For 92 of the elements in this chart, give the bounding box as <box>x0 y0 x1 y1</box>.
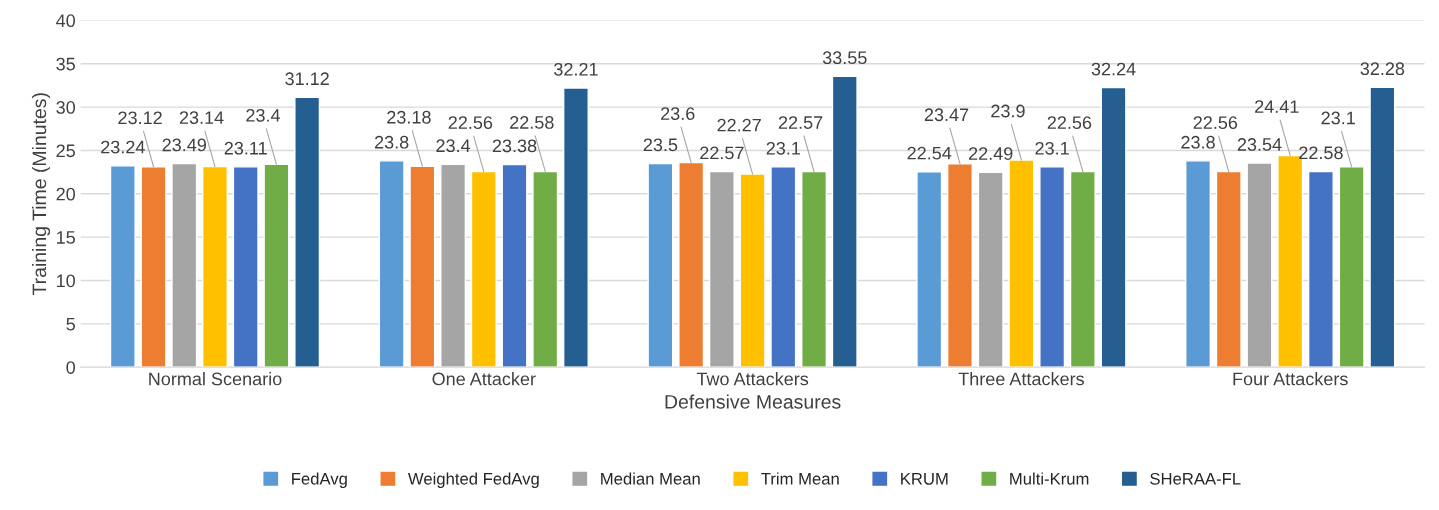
data-label: 22.57 <box>700 146 744 160</box>
data-label: 22.58 <box>510 116 554 129</box>
bar <box>263 163 290 368</box>
bar <box>739 173 766 368</box>
data-label: 23.4 <box>246 108 281 122</box>
bar <box>1100 86 1127 368</box>
bar <box>440 163 467 368</box>
data-label: 23.1 <box>766 141 801 155</box>
legend-label: FedAvg <box>292 472 347 488</box>
legend-label: Median Mean <box>601 472 700 485</box>
x-tick-label: Three Attackers <box>958 372 1084 386</box>
bar <box>801 170 828 368</box>
bar <box>140 166 167 368</box>
y-tick-label: 20 <box>56 187 76 201</box>
data-label: 23.49 <box>162 138 206 152</box>
data-label: 23.1 <box>1035 141 1069 155</box>
bar <box>562 87 589 368</box>
bar <box>977 171 1004 368</box>
x-axis-title: Defensive Measures <box>665 394 841 409</box>
bar <box>831 75 858 368</box>
bar <box>946 163 973 368</box>
data-label: 23.4 <box>436 139 471 153</box>
legend-label: Multi-Krum <box>1010 472 1089 485</box>
data-label: 22.56 <box>448 116 493 130</box>
data-label: 22.27 <box>717 118 761 132</box>
y-tick-label: 30 <box>56 101 76 114</box>
y-tick-label: 0 <box>66 361 76 374</box>
bar <box>501 163 528 368</box>
data-label: 32.21 <box>554 62 598 76</box>
bar <box>1338 166 1365 368</box>
data-label: 22.49 <box>969 147 1013 160</box>
data-label: 23.18 <box>387 110 431 124</box>
bar <box>171 162 198 368</box>
bar <box>109 165 136 368</box>
bar <box>1069 170 1096 368</box>
data-label: 33.55 <box>822 51 867 65</box>
bar <box>1307 170 1334 368</box>
data-label: 24.41 <box>1255 100 1299 113</box>
data-label: 23.14 <box>179 111 224 124</box>
bar <box>1008 159 1035 368</box>
bar <box>532 170 559 368</box>
data-label: 23.1 <box>1321 111 1355 125</box>
bar <box>1246 162 1273 368</box>
bar <box>378 160 405 368</box>
x-tick-label: Four Attackers <box>1233 372 1348 386</box>
y-tick-label: 25 <box>56 144 75 158</box>
data-label: 32.24 <box>1091 62 1136 76</box>
legend-label: Trim Mean <box>761 472 839 485</box>
bar <box>1369 86 1396 368</box>
bar <box>1185 160 1212 368</box>
bar <box>916 171 943 368</box>
bar <box>202 165 228 368</box>
legend-label: Weighted FedAvg <box>407 472 539 488</box>
x-tick-label: Normal Scenario <box>149 372 282 386</box>
data-label: 23.24 <box>101 140 145 154</box>
data-label: 22.56 <box>1047 116 1092 130</box>
bar <box>232 166 259 368</box>
bar <box>409 165 436 368</box>
y-axis-title: Training Time (Minutes) <box>31 93 51 296</box>
bar <box>1039 166 1066 368</box>
data-label: 22.58 <box>1299 146 1343 160</box>
data-label: 23.47 <box>924 108 969 122</box>
data-label: 23.54 <box>1237 138 1282 151</box>
data-label: 23.12 <box>118 111 162 125</box>
bar <box>294 96 321 368</box>
bar <box>770 166 797 368</box>
data-label: 22.54 <box>907 146 952 160</box>
y-tick-label: 15 <box>57 231 75 244</box>
data-label: 23.8 <box>1181 135 1215 149</box>
data-label: 23.8 <box>374 135 409 149</box>
data-label: 23.9 <box>991 104 1025 118</box>
x-tick-label: One Attacker <box>432 372 536 386</box>
data-label: 32.28 <box>1360 62 1405 76</box>
data-label: 23.5 <box>643 138 678 152</box>
legend-label: KRUM <box>901 473 948 485</box>
y-tick-label: 10 <box>57 274 76 288</box>
data-label: 23.38 <box>492 139 537 153</box>
bar <box>708 170 735 368</box>
y-tick-label: 35 <box>56 57 75 71</box>
data-label: 31.12 <box>285 72 329 86</box>
data-label: 22.57 <box>778 116 823 129</box>
y-tick-label: 5 <box>66 317 75 331</box>
bar <box>678 161 705 368</box>
legend-label: SHeRAA-FL <box>1150 472 1241 485</box>
data-label: 23.11 <box>224 141 267 155</box>
bar <box>647 162 674 368</box>
data-label: 23.6 <box>661 107 695 120</box>
data-label: 22.56 <box>1193 116 1238 130</box>
y-tick-label: 40 <box>56 14 76 28</box>
x-tick-label: Two Attackers <box>696 372 809 386</box>
bar <box>470 170 497 368</box>
bar <box>1215 170 1242 368</box>
